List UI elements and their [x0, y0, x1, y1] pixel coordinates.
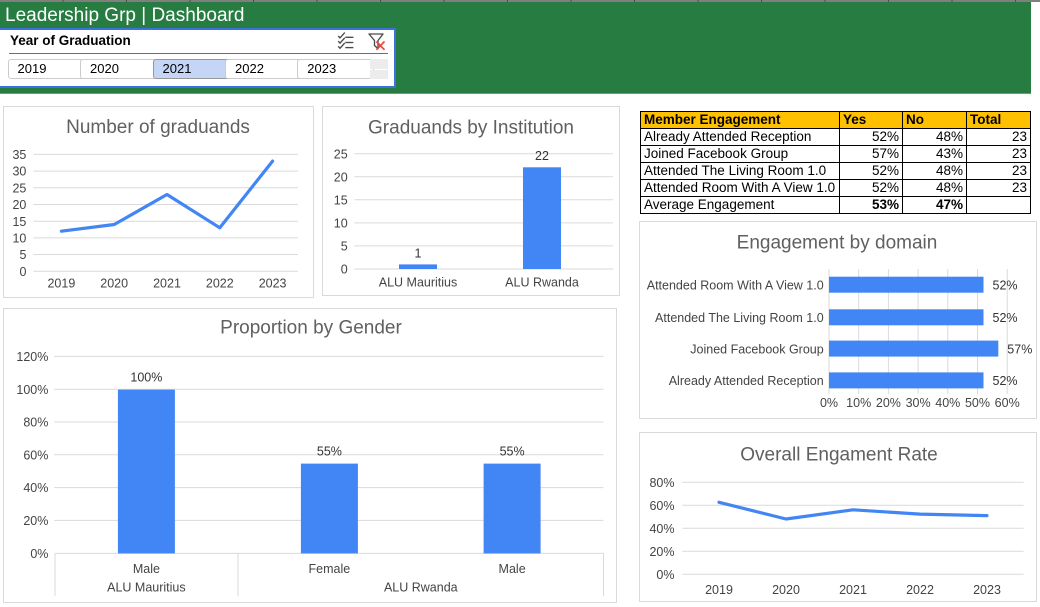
- svg-text:35: 35: [12, 148, 26, 162]
- svg-text:15: 15: [334, 193, 348, 207]
- svg-text:Number of graduands: Number of graduands: [66, 117, 250, 138]
- svg-text:2022: 2022: [206, 277, 234, 291]
- svg-text:60%: 60%: [649, 499, 674, 513]
- svg-text:2020: 2020: [100, 277, 128, 291]
- svg-text:Proportion by Gender: Proportion by Gender: [220, 318, 402, 339]
- svg-text:0: 0: [341, 263, 348, 277]
- svg-text:0%: 0%: [820, 396, 838, 410]
- svg-text:2023: 2023: [259, 277, 287, 291]
- svg-text:ALU Mauritius: ALU Mauritius: [379, 276, 458, 290]
- svg-text:0%: 0%: [656, 568, 674, 582]
- svg-text:20: 20: [12, 198, 26, 212]
- svg-text:55%: 55%: [500, 445, 525, 459]
- svg-text:Female: Female: [309, 562, 351, 576]
- svg-text:30: 30: [12, 165, 26, 179]
- svg-text:50%: 50%: [965, 396, 990, 410]
- svg-text:Attended The Living Room 1.0: Attended The Living Room 1.0: [655, 311, 824, 325]
- svg-text:100%: 100%: [130, 371, 162, 385]
- svg-text:100%: 100%: [16, 383, 48, 397]
- svg-text:5: 5: [19, 248, 26, 262]
- svg-text:Male: Male: [499, 562, 526, 576]
- svg-text:52%: 52%: [993, 311, 1018, 325]
- svg-text:20: 20: [334, 170, 348, 184]
- svg-text:55%: 55%: [317, 445, 342, 459]
- svg-text:0%: 0%: [30, 547, 48, 561]
- svg-text:2021: 2021: [153, 277, 181, 291]
- svg-text:Already Attended Reception: Already Attended Reception: [669, 374, 824, 388]
- svg-text:10: 10: [12, 232, 26, 246]
- svg-text:20%: 20%: [649, 545, 674, 559]
- svg-text:20%: 20%: [23, 514, 48, 528]
- svg-text:25: 25: [12, 181, 26, 195]
- svg-text:52%: 52%: [993, 279, 1018, 293]
- svg-text:Graduands by Institution: Graduands by Institution: [368, 118, 574, 139]
- svg-text:0: 0: [19, 265, 26, 279]
- svg-text:40%: 40%: [935, 396, 960, 410]
- svg-text:40%: 40%: [649, 522, 674, 536]
- svg-text:Joined Facebook Group: Joined Facebook Group: [690, 342, 823, 356]
- svg-text:120%: 120%: [16, 350, 48, 364]
- svg-text:Overall Engament Rate: Overall Engament Rate: [740, 445, 938, 466]
- svg-text:22: 22: [535, 149, 549, 163]
- svg-text:20%: 20%: [876, 396, 901, 410]
- svg-text:60%: 60%: [995, 396, 1020, 410]
- svg-text:10%: 10%: [846, 396, 871, 410]
- svg-text:52%: 52%: [993, 374, 1018, 388]
- svg-text:10: 10: [334, 217, 348, 231]
- svg-text:2023: 2023: [973, 583, 1001, 597]
- svg-text:15: 15: [12, 215, 26, 229]
- svg-text:30%: 30%: [906, 396, 931, 410]
- svg-text:2020: 2020: [772, 583, 800, 597]
- svg-text:2019: 2019: [705, 583, 733, 597]
- svg-text:2021: 2021: [839, 583, 867, 597]
- svg-text:80%: 80%: [23, 416, 48, 430]
- svg-text:1: 1: [415, 247, 422, 261]
- svg-text:Male: Male: [133, 562, 160, 576]
- svg-text:ALU Mauritius: ALU Mauritius: [107, 580, 186, 594]
- svg-text:2022: 2022: [906, 583, 934, 597]
- svg-text:ALU Rwanda: ALU Rwanda: [384, 580, 458, 594]
- svg-text:40%: 40%: [23, 481, 48, 495]
- svg-text:Engagement by domain: Engagement by domain: [737, 233, 938, 254]
- svg-text:ALU Rwanda: ALU Rwanda: [505, 276, 579, 290]
- svg-text:5: 5: [341, 240, 348, 254]
- svg-text:2019: 2019: [47, 277, 75, 291]
- svg-text:80%: 80%: [649, 476, 674, 490]
- svg-text:60%: 60%: [23, 448, 48, 462]
- svg-text:57%: 57%: [1007, 342, 1032, 356]
- svg-text:25: 25: [334, 147, 348, 161]
- svg-text:Attended Room With A View 1.0: Attended Room With A View 1.0: [647, 279, 824, 293]
